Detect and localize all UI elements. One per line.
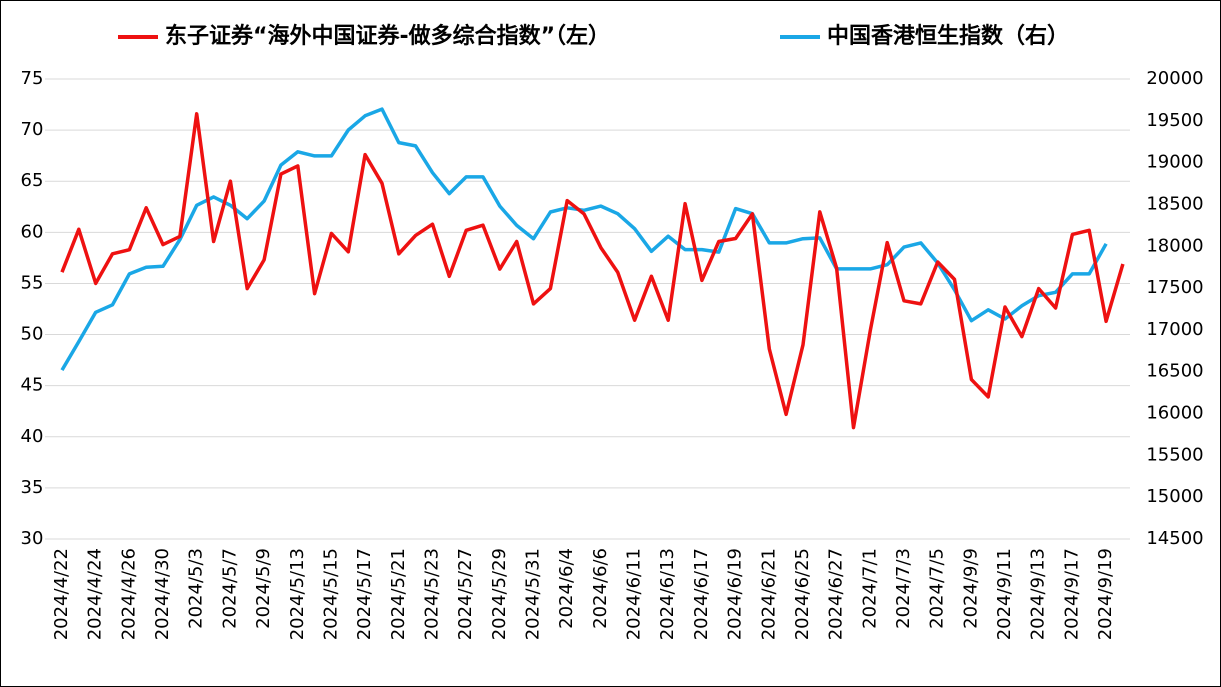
x-tick-label: 2024/4/24: [85, 548, 106, 640]
y-tick-label: 50: [21, 324, 44, 345]
x-tick-label: 2024/5/27: [455, 548, 476, 640]
x-tick-label: 2024/9/13: [1028, 548, 1049, 640]
x-tick-label: 2024/9/9: [960, 548, 981, 629]
legend-label: 中国香港恒生指数（右）: [827, 23, 1069, 49]
x-tick-label: 2024/5/13: [287, 548, 308, 640]
x-tick-label: 2024/7/5: [927, 548, 948, 629]
y2-tick-label: 18000: [1146, 235, 1203, 256]
y-tick-label: 45: [21, 375, 44, 396]
x-tick-label: 2024/6/25: [792, 548, 813, 640]
y-tick-label: 65: [21, 170, 44, 191]
x-tick-label: 2024/5/3: [186, 548, 207, 629]
y-tick-label: 70: [21, 119, 44, 140]
y2-tick-label: 15500: [1146, 444, 1203, 465]
y2-tick-label: 16500: [1146, 361, 1203, 382]
y-tick-label: 55: [21, 272, 44, 293]
x-tick-label: 2024/9/19: [1095, 548, 1116, 640]
x-tick-label: 2024/6/13: [657, 548, 678, 640]
x-tick-label: 2024/5/29: [489, 548, 510, 640]
x-tick-label: 2024/5/17: [354, 548, 375, 640]
legend: 东子证券“海外中国证券-做多综合指数”（左） 中国香港恒生指数（右）: [118, 23, 1069, 49]
x-tick-label: 2024/6/4: [556, 548, 577, 629]
x-tick-label: 2024/5/7: [219, 548, 240, 629]
y-tick-label: 75: [21, 68, 44, 89]
x-tick-label: 2024/6/19: [725, 548, 746, 640]
x-tick-label: 2024/5/15: [320, 548, 341, 640]
x-tick-label: 2024/6/17: [691, 548, 712, 640]
series-line: [60, 112, 1125, 430]
x-tick-label: 2024/7/3: [893, 548, 914, 629]
y2-tick-label: 20000: [1146, 68, 1203, 89]
x-tick-label: 2024/6/21: [758, 548, 779, 640]
x-tick-label: 2024/6/27: [826, 548, 847, 640]
x-tick-label: 2024/6/6: [590, 548, 611, 629]
x-tick-label: 2024/9/17: [1061, 548, 1082, 640]
x-tick-label: 2024/7/1: [859, 548, 880, 629]
y2-tick-label: 17000: [1146, 319, 1203, 340]
x-tick-label: 2024/4/22: [51, 548, 72, 640]
y2-tick-label: 17500: [1146, 277, 1203, 298]
y2-tick-label: 16000: [1146, 403, 1203, 424]
x-tick-label: 2024/5/31: [523, 548, 544, 640]
y2-tick-label: 15000: [1146, 486, 1203, 507]
x-tick-label: 2024/9/11: [994, 548, 1015, 640]
x-tick-label: 2024/4/26: [118, 548, 139, 640]
y2-tick-label: 14500: [1146, 528, 1203, 549]
legend-label: 东子证券“海外中国证券-做多综合指数”（左）: [165, 23, 610, 49]
y-tick-label: 30: [21, 528, 44, 549]
y-tick-label: 60: [21, 221, 44, 242]
x-tick-label: 2024/5/21: [388, 548, 409, 640]
x-tick-label: 2024/5/23: [421, 548, 442, 640]
y2-tick-label: 19000: [1146, 152, 1203, 173]
y-tick-label: 35: [21, 477, 44, 498]
y2-tick-label: 18500: [1146, 193, 1203, 214]
x-tick-label: 2024/6/11: [624, 548, 645, 640]
y-tick-label: 40: [21, 426, 44, 447]
x-tick-label: 2024/4/30: [152, 548, 173, 640]
x-tick-label: 2024/5/9: [253, 548, 274, 629]
y2-tick-label: 19500: [1146, 110, 1203, 131]
